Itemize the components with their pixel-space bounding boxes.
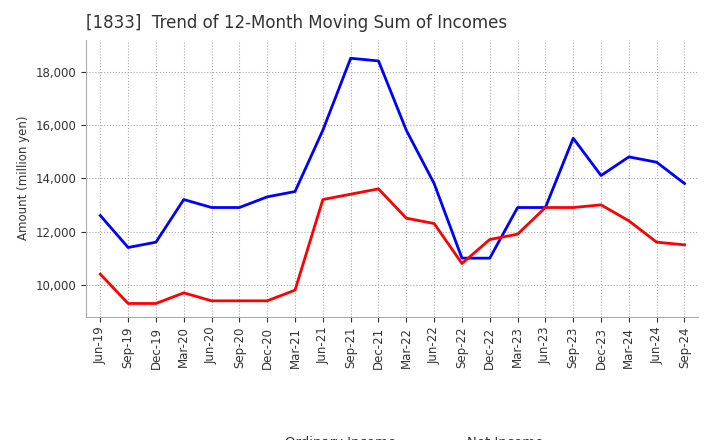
Net Income [597, 202, 606, 208]
Ordinary Income [207, 205, 216, 210]
Net Income [207, 298, 216, 304]
Ordinary Income [318, 128, 327, 133]
Ordinary Income [346, 55, 355, 61]
Ordinary Income [124, 245, 132, 250]
Net Income [541, 205, 550, 210]
Net Income [485, 237, 494, 242]
Ordinary Income [569, 136, 577, 141]
Net Income [513, 231, 522, 237]
Ordinary Income [263, 194, 271, 199]
Net Income [291, 287, 300, 293]
Net Income [652, 239, 661, 245]
Net Income [152, 301, 161, 306]
Ordinary Income [96, 213, 104, 218]
Net Income [430, 221, 438, 226]
Ordinary Income [680, 181, 689, 186]
Net Income [318, 197, 327, 202]
Net Income [235, 298, 243, 304]
Line: Ordinary Income: Ordinary Income [100, 58, 685, 258]
Net Income [124, 301, 132, 306]
Net Income [624, 218, 633, 224]
Ordinary Income [597, 173, 606, 178]
Text: [1833]  Trend of 12-Month Moving Sum of Incomes: [1833] Trend of 12-Month Moving Sum of I… [86, 15, 508, 33]
Ordinary Income [430, 181, 438, 186]
Ordinary Income [458, 256, 467, 261]
Net Income [680, 242, 689, 247]
Ordinary Income [291, 189, 300, 194]
Ordinary Income [652, 160, 661, 165]
Ordinary Income [374, 58, 383, 63]
Ordinary Income [485, 256, 494, 261]
Ordinary Income [402, 128, 410, 133]
Net Income [179, 290, 188, 295]
Y-axis label: Amount (million yen): Amount (million yen) [17, 116, 30, 240]
Ordinary Income [624, 154, 633, 160]
Net Income [96, 271, 104, 277]
Net Income [346, 191, 355, 197]
Ordinary Income [513, 205, 522, 210]
Ordinary Income [235, 205, 243, 210]
Net Income [374, 186, 383, 191]
Ordinary Income [541, 205, 550, 210]
Ordinary Income [179, 197, 188, 202]
Net Income [458, 261, 467, 266]
Ordinary Income [152, 239, 161, 245]
Net Income [402, 216, 410, 221]
Legend: Ordinary Income, Net Income: Ordinary Income, Net Income [237, 431, 548, 440]
Line: Net Income: Net Income [100, 189, 685, 304]
Net Income [569, 205, 577, 210]
Net Income [263, 298, 271, 304]
